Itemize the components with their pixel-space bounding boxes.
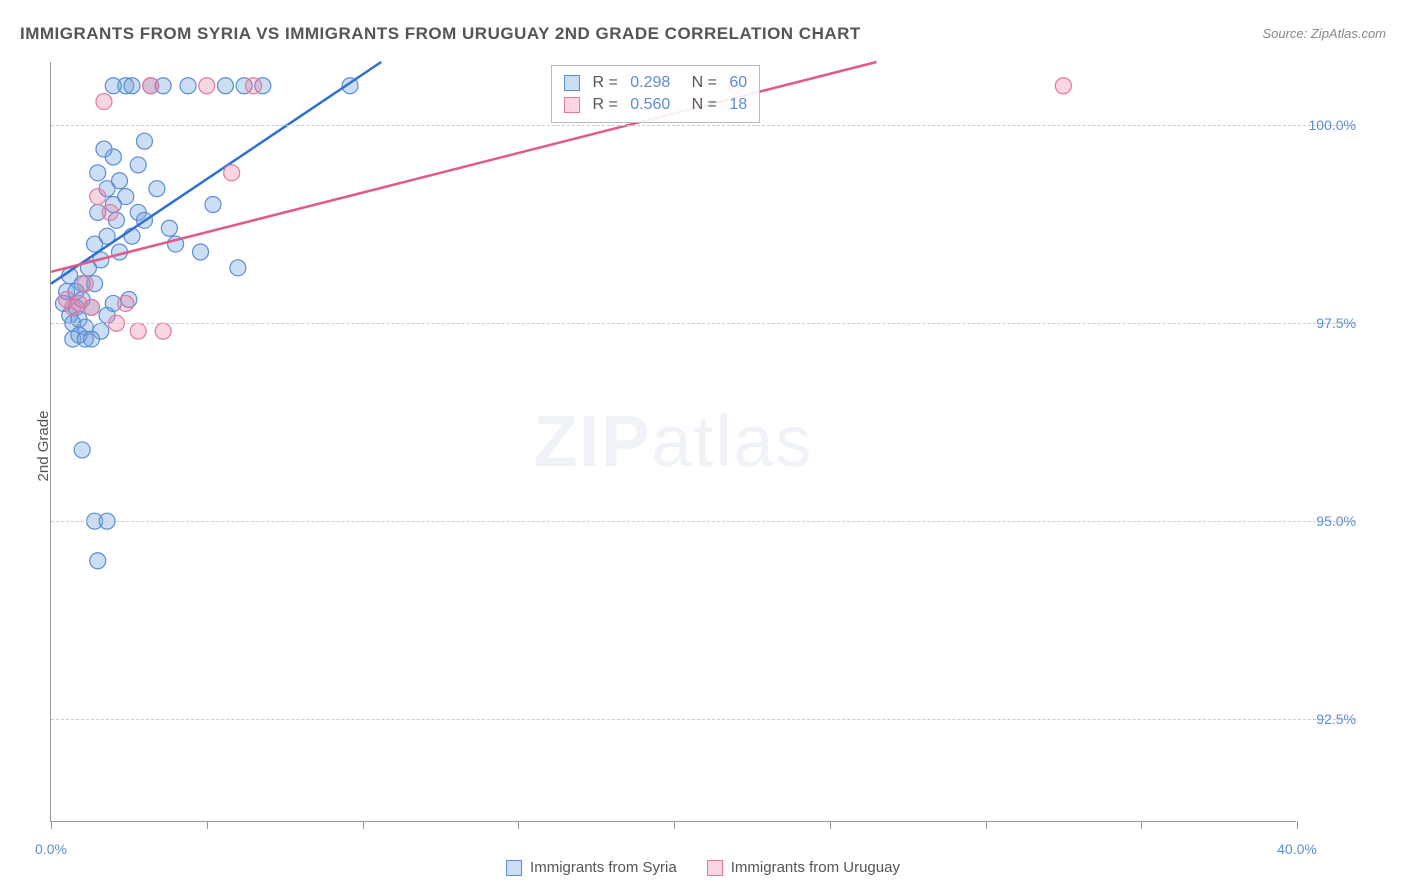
data-point bbox=[205, 197, 221, 213]
data-point bbox=[83, 331, 99, 347]
n-value: 18 bbox=[729, 96, 747, 114]
gridline bbox=[51, 521, 1356, 522]
data-point bbox=[90, 165, 106, 181]
legend-label: Immigrants from Syria bbox=[530, 859, 677, 876]
data-point bbox=[161, 220, 177, 236]
data-point bbox=[77, 276, 93, 292]
plot-area: ZIPatlas R = 0.298 N = 60 R = 0.560 N = … bbox=[50, 62, 1296, 822]
x-tick bbox=[518, 821, 519, 829]
legend-swatch bbox=[707, 860, 723, 876]
data-point bbox=[96, 94, 112, 110]
data-point bbox=[118, 295, 134, 311]
data-point bbox=[230, 260, 246, 276]
data-point bbox=[245, 78, 261, 94]
n-value: 60 bbox=[729, 74, 747, 92]
x-tick bbox=[363, 821, 364, 829]
gridline bbox=[51, 719, 1356, 720]
data-point bbox=[224, 165, 240, 181]
x-tick-label: 40.0% bbox=[1277, 841, 1317, 857]
data-point bbox=[143, 78, 159, 94]
data-point bbox=[90, 189, 106, 205]
n-label: N = bbox=[678, 96, 721, 114]
data-point bbox=[193, 244, 209, 260]
x-tick-label: 0.0% bbox=[35, 841, 67, 857]
data-point bbox=[217, 78, 233, 94]
r-value: 0.560 bbox=[630, 96, 670, 114]
data-point bbox=[96, 141, 112, 157]
data-point bbox=[83, 299, 99, 315]
x-tick bbox=[51, 821, 52, 829]
x-tick bbox=[830, 821, 831, 829]
legend-swatch bbox=[564, 75, 580, 91]
r-label: R = bbox=[588, 96, 622, 114]
chart-svg bbox=[51, 62, 1296, 821]
y-tick-label: 97.5% bbox=[1316, 315, 1356, 331]
data-point bbox=[199, 78, 215, 94]
legend-item: Immigrants from Syria bbox=[506, 859, 677, 876]
data-point bbox=[112, 173, 128, 189]
stats-legend-box: R = 0.298 N = 60 R = 0.560 N = 18 bbox=[551, 65, 760, 123]
gridline bbox=[51, 323, 1356, 324]
data-point bbox=[90, 553, 106, 569]
stats-row: R = 0.298 N = 60 bbox=[564, 72, 747, 94]
data-point bbox=[118, 189, 134, 205]
data-point bbox=[130, 323, 146, 339]
y-tick-label: 95.0% bbox=[1316, 513, 1356, 529]
legend-swatch bbox=[564, 97, 580, 113]
legend-swatch bbox=[506, 860, 522, 876]
x-tick bbox=[674, 821, 675, 829]
r-label: R = bbox=[588, 74, 622, 92]
x-tick bbox=[986, 821, 987, 829]
data-point bbox=[1055, 78, 1071, 94]
source-attribution: Source: ZipAtlas.com bbox=[1262, 26, 1386, 41]
y-tick-label: 92.5% bbox=[1316, 711, 1356, 727]
x-tick bbox=[1297, 821, 1298, 829]
data-point bbox=[130, 157, 146, 173]
data-point bbox=[180, 78, 196, 94]
y-tick-label: 100.0% bbox=[1309, 117, 1356, 133]
data-point bbox=[102, 204, 118, 220]
x-tick bbox=[1141, 821, 1142, 829]
gridline bbox=[51, 125, 1356, 126]
r-value: 0.298 bbox=[630, 74, 670, 92]
bottom-legend: Immigrants from Syria Immigrants from Uru… bbox=[506, 859, 900, 876]
legend-label: Immigrants from Uruguay bbox=[731, 859, 900, 876]
data-point bbox=[155, 323, 171, 339]
stats-row: R = 0.560 N = 18 bbox=[564, 94, 747, 116]
data-point bbox=[124, 78, 140, 94]
chart-title: IMMIGRANTS FROM SYRIA VS IMMIGRANTS FROM… bbox=[20, 24, 861, 44]
n-label: N = bbox=[678, 74, 721, 92]
x-tick bbox=[207, 821, 208, 829]
data-point bbox=[74, 442, 90, 458]
data-point bbox=[149, 181, 165, 197]
legend-item: Immigrants from Uruguay bbox=[707, 859, 900, 876]
data-point bbox=[136, 133, 152, 149]
